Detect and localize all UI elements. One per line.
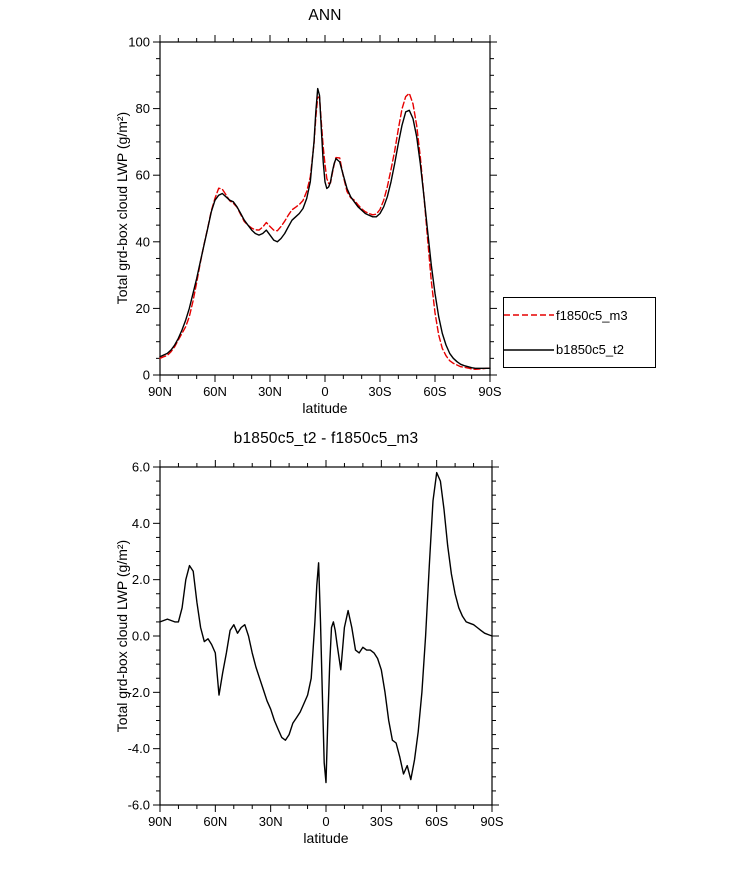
x-tick-label: 90S (478, 384, 501, 399)
y-tick-label: 40 (136, 234, 150, 249)
x-tick-label: 30N (259, 814, 283, 829)
y-tick-label: -6.0 (128, 798, 150, 813)
y-tick-label: -2.0 (128, 685, 150, 700)
chart-1: 90N 60N 30N 0 30S 60S 90S 0 20 40 60 80 100 (128, 35, 502, 400)
legend-label-b1850c5_t2: b1850c5_t2 (556, 342, 624, 358)
x-tick-label: 60N (203, 814, 227, 829)
y-tick-label: 20 (136, 301, 150, 316)
ann-chart-xlabel: latitude (302, 400, 348, 416)
y-tick-label: 100 (128, 35, 150, 50)
x-tick-label: 30S (370, 814, 393, 829)
legend-entry-f1850c5_m3: f1850c5_m3 (504, 303, 655, 327)
x-tick-label: 30N (258, 384, 282, 399)
y-tick-label: 60 (136, 168, 150, 183)
plot-frame (159, 41, 491, 376)
series-line-f1850c5_m3 (159, 92, 491, 370)
diff-chart-xlabel: latitude (303, 830, 349, 846)
x-tick-label: 60S (425, 814, 448, 829)
y-tick-label: -4.0 (128, 741, 150, 756)
legend-label-f1850c5_m3: f1850c5_m3 (556, 307, 628, 323)
x-tick-label: 30S (368, 384, 391, 399)
y-tick-label: 0.0 (132, 629, 150, 644)
y-tick-label: 4.0 (132, 516, 150, 531)
diff-chart-ylabel: Total grd-box cloud LWP (g/m²) (114, 539, 130, 733)
chart-2: 90N 60N 30N 0 30S 60S 90S -6.0 -4.0 -2.0 0.0 2.0 4.0… (128, 460, 504, 830)
x-tick-label: 60N (203, 384, 227, 399)
y-tick-label: 80 (136, 101, 150, 116)
x-tick-label: 0 (322, 814, 329, 829)
y-tick-label: 0 (143, 368, 150, 383)
legend: f1850c5_m3 b1850c5_t2 (503, 297, 656, 368)
series-line-b1850c5_t2-f1850c5_m3 (159, 471, 493, 784)
x-tick-label: 60S (423, 384, 446, 399)
y-tick-label: 6.0 (132, 460, 150, 475)
series-line-b1850c5_t2 (159, 87, 491, 369)
x-tick-label: 90S (480, 814, 503, 829)
legend-line-dashed-red (504, 314, 554, 316)
y-tick-label: 2.0 (132, 572, 150, 587)
x-tick-label: 90N (148, 384, 172, 399)
legend-line-solid-black (504, 349, 554, 351)
diff-chart-title: b1850c5_t2 - f1850c5_m3 (233, 430, 419, 447)
ann-chart-title: ANN (308, 7, 342, 24)
ann-chart-ylabel: Total grd-box cloud LWP (g/m²) (114, 111, 130, 305)
legend-entry-b1850c5_t2: b1850c5_t2 (504, 338, 655, 362)
x-tick-label: 0 (321, 384, 328, 399)
plot-frame (159, 466, 493, 806)
x-tick-label: 90N (148, 814, 172, 829)
